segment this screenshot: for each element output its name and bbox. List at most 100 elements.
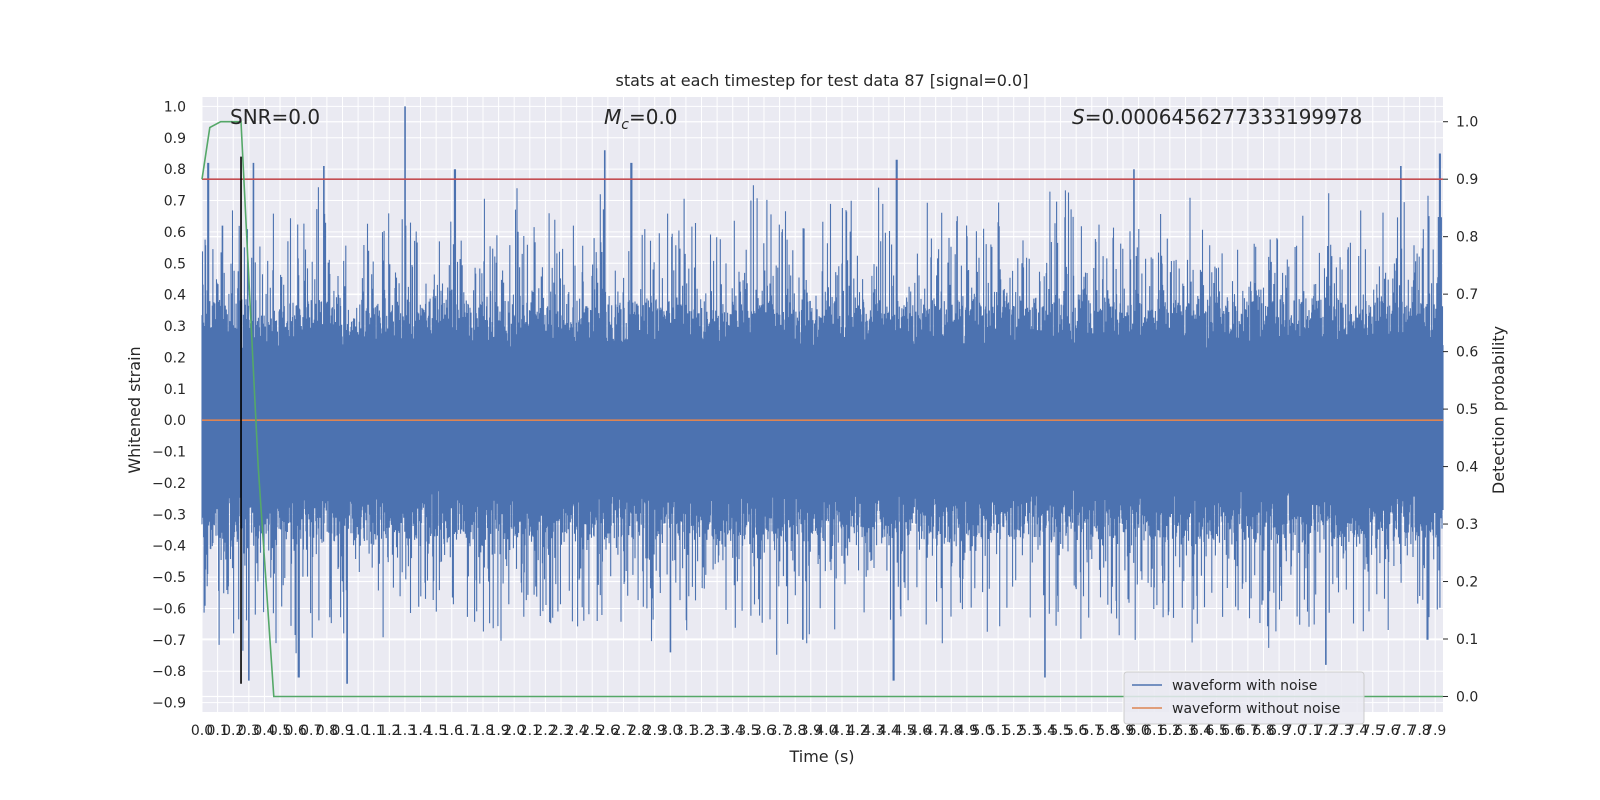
x-tick-label: 5.9 [1112,723,1134,739]
y2-tick-label: 0.8 [1456,230,1478,246]
x-tick-label: 5.3 [1018,723,1040,739]
x-tick-label: 1.2 [378,723,400,739]
x-tick-label: 1.8 [472,723,494,739]
y-tick-label: 0.1 [164,382,186,398]
x-tick-label: 0.8 [316,723,338,739]
x-tick-label: 6.7 [1237,723,1259,739]
y2-tick-label: 1.0 [1456,115,1478,131]
x-tick-label: 4.9 [956,723,978,739]
x-tick-label: 1.3 [394,723,416,739]
x-tick-label: 3.7 [768,723,790,739]
y-axis-label: Whitened strain [125,346,144,473]
x-tick-label: 6.6 [1221,723,1243,739]
y2-tick-label: 0.2 [1456,575,1478,591]
x-tick-label: 3.4 [722,723,744,739]
x-tick-label: 0.5 [269,723,291,739]
x-tick-label: 3.0 [659,723,681,739]
x-tick-label: 2.0 [503,723,525,739]
x-tick-label: 4.6 [909,723,931,739]
series-detection-probability [201,120,1443,698]
y2-tick-label: 0.4 [1456,460,1478,476]
x-tick-label: 7.5 [1362,723,1384,739]
x-tick-label: 3.6 [753,723,775,739]
y2-axis-label: Detection probability [1489,326,1508,494]
y2-tick-label: 0.1 [1456,632,1478,648]
x-tick-label: 2.3 [550,723,572,739]
x-tick-label: 2.7 [612,723,634,739]
y-tick-label: 0.6 [164,225,186,241]
y-tick-label: −0.3 [152,507,186,523]
x-tick-label: 5.2 [1003,723,1025,739]
y-tick-label: 0.0 [164,413,186,429]
x-tick-label: 4.8 [940,723,962,739]
score-annotation: S=0.0006456277333199978 [1072,105,1362,129]
x-tick-label: 1.9 [487,723,509,739]
y-tick-label: −0.2 [152,476,186,492]
x-tick-label: 5.4 [1034,723,1056,739]
x-tick-label: 0.4 [253,723,275,739]
y-tick-label: −0.1 [152,445,186,461]
x-tick-label: 7.9 [1424,723,1446,739]
legend-label-clean: waveform without noise [1172,701,1340,717]
x-tick-label: 5.0 [971,723,993,739]
x-tick-label: 4.5 [893,723,915,739]
x-tick-label: 2.2 [534,723,556,739]
x-tick-label: 6.8 [1252,723,1274,739]
x-axis: 0.00.10.20.30.40.50.60.70.80.91.01.11.21… [191,723,1446,739]
x-tick-label: 4.0 [815,723,837,739]
plot-area [201,106,1444,698]
x-tick-label: 2.1 [519,723,541,739]
x-tick-label: 2.9 [644,723,666,739]
x-tick-label: 0.9 [331,723,353,739]
chart-title: stats at each timestep for test data 87 … [616,71,1029,90]
y-axis-left: 1.0 0.9 0.8 0.7 0.6 0.5 0.4 0.3 0.2 0.1 0.0 −0.1 −0.… [152,99,186,711]
x-tick-label: 0.6 [285,723,307,739]
y-tick-label: −0.7 [152,633,186,649]
y-tick-label: 1.0 [164,99,186,115]
x-tick-label: 7.3 [1330,723,1352,739]
x-tick-label: 1.1 [363,723,385,739]
x-tick-label: 4.4 [878,723,900,739]
x-tick-label: 5.6 [1065,723,1087,739]
y-tick-label: 0.4 [164,288,186,304]
legend-label-noise: waveform with noise [1172,678,1317,694]
x-tick-label: 5.5 [1049,723,1071,739]
y-tick-label: −0.4 [152,539,186,555]
y-tick-label: −0.8 [152,664,186,680]
x-axis-label: Time (s) [788,747,854,766]
x-tick-label: 3.2 [690,723,712,739]
x-tick-label: 7.8 [1408,723,1430,739]
y-tick-label: 0.3 [164,319,186,335]
x-tick-label: 5.7 [1081,723,1103,739]
y-tick-label: 0.5 [164,256,186,272]
x-tick-label: 4.3 [862,723,884,739]
x-tick-label: 3.5 [737,723,759,739]
x-tick-label: 6.2 [1159,723,1181,739]
x-tick-label: 3.9 [800,723,822,739]
legend-box [1123,671,1365,725]
x-tick-label: 4.1 [831,723,853,739]
x-tick-label: 6.9 [1268,723,1290,739]
x-tick-label: 4.7 [925,723,947,739]
x-tick-label: 0.0 [191,723,213,739]
y-tick-label: 0.9 [164,131,186,147]
x-tick-label: 6.0 [1127,723,1149,739]
x-tick-label: 7.1 [1299,723,1321,739]
score-value: =0.0006456277333199978 [1085,105,1363,129]
y-tick-label: 0.8 [164,162,186,178]
x-tick-label: 5.1 [987,723,1009,739]
y-tick-label: 0.2 [164,350,186,366]
x-tick-label: 3.3 [706,723,728,739]
x-tick-label: 1.6 [441,723,463,739]
chirp-mass-annotation: Mc=0.0 [604,105,678,133]
x-tick-label: 4.2 [846,723,868,739]
x-tick-label: 2.6 [597,723,619,739]
x-tick-label: 7.4 [1346,723,1368,739]
x-tick-label: 0.1 [206,723,228,739]
x-tick-label: 3.1 [675,723,697,739]
snr-annotation: SNR=0.0 [230,105,320,129]
y2-tick-label: 0.6 [1456,345,1478,361]
x-tick-label: 6.1 [1143,723,1165,739]
chirp-mass-subscript: c [621,117,629,133]
